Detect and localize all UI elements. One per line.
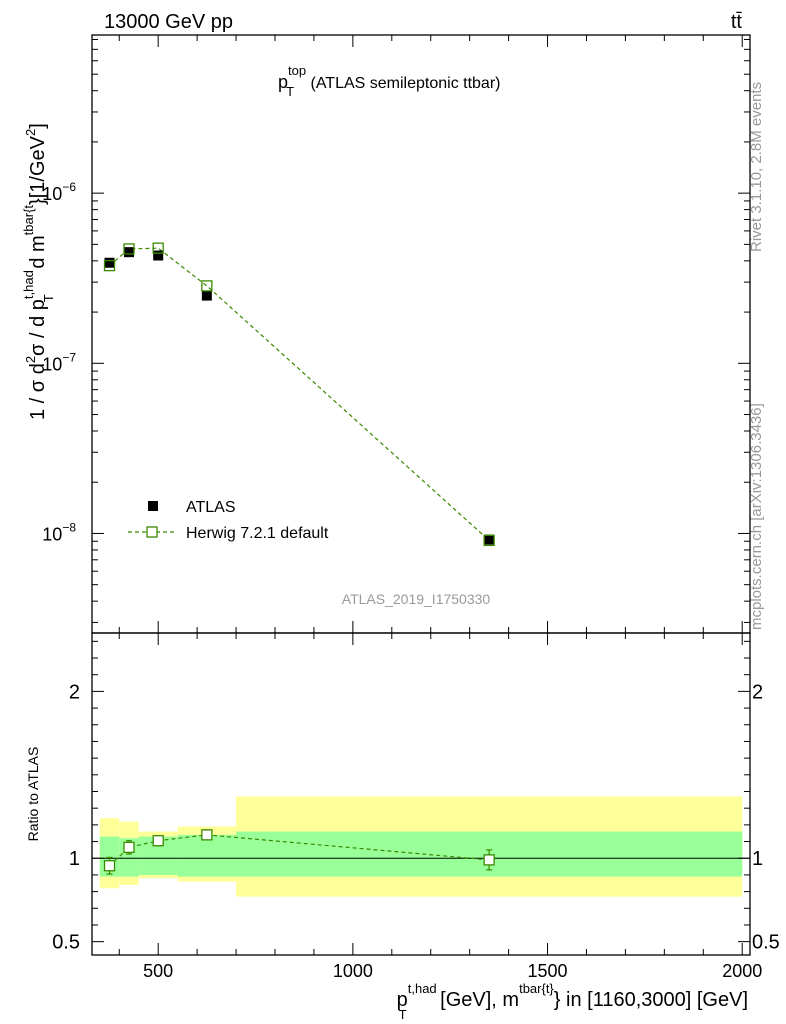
main-axis-ticks [92,35,750,633]
ratio-y-tick-label-right: 0.5 [752,932,780,954]
atlas-data-point [104,257,115,268]
title-sup: top [288,63,306,78]
ratio-y-tick-label-left: 2 [69,681,80,703]
ratio-point [201,829,213,841]
herwig-points [103,242,495,547]
title-rest: (ATLAS semileptonic ttbar) [306,75,500,92]
main-y-tick-labels: 10−8 10−7 10−6 [42,180,76,544]
ratio-panel: 0.5 0.5 1 1 2 2 500 1000 1500 2000 Ratio to ATLA… [25,632,780,1022]
main-y-tick-label: 10−6 [42,180,76,204]
ratio-axis-ticks [92,633,750,955]
ratio-frame [91,632,751,956]
ratio-point [123,841,135,854]
xlabel-p-sup: t,had [408,981,437,996]
x-tick-labels: 500 1000 1500 2000 [143,961,762,981]
ratio-y-tick-label-left: 0.5 [52,932,80,954]
xlabel-m-sup: tbar{t} [519,981,554,996]
ratio-y-tick-label-right: 1 [752,848,763,870]
ratio-y-tick-label-left: 1 [69,848,80,870]
analysis-label: ATLAS_2019_I1750330 [342,591,491,607]
herwig-line [109,247,490,541]
process-label: tt̄ [731,11,743,33]
atlas-data-point [153,250,164,261]
title-sub: T [286,84,294,99]
herwig-point [483,534,495,547]
main-y-tick-label: 10−7 [42,350,76,374]
legend-atlas-marker [148,501,158,511]
atlas-data-point [201,290,212,301]
x-tick-label: 1500 [528,961,568,981]
title-p: p [278,72,288,92]
stat-uncertainty-band [177,834,237,877]
ratio-y-tick-labels: 0.5 0.5 1 1 2 2 [52,681,780,953]
main-frame [91,34,751,634]
main-panel: 10−8 10−7 10−6 ptop T (ATLAS semileptonic t… [21,34,751,634]
mcplots-label: mcplots.cern.ch [arXiv:1306.3436] [748,403,765,630]
uncertainty-bands [99,796,743,897]
x-tick-label: 500 [143,961,173,981]
x-tick-label: 2000 [722,961,762,981]
energy-label: 13000 GeV pp [104,11,233,33]
ratio-points [103,829,495,875]
legend-atlas-label: ATLAS [186,499,236,516]
ratio-point [103,860,116,872]
atlas-data-point [484,534,495,545]
xlabel-p-sub: T [399,1007,407,1022]
herwig-point [123,243,135,255]
ratio-point [483,854,495,866]
x-axis-label: pt,had T [GeV], mtbar{t}} in [1160,3000] … [397,981,748,1022]
ratio-point [152,835,164,847]
xlabel-rest: } in [1160,3000] [GeV] [554,989,748,1011]
x-tick-label: 1000 [333,961,373,981]
legend-herwig-marker [146,526,158,538]
main-y-axis-label: 1 / σ d2σ / d pt,had T d mtbar{t}[1/GeV2] [21,123,56,420]
herwig-point [103,259,116,272]
legend-herwig-label: Herwig 7.2.1 default [186,525,329,542]
herwig-point [201,280,213,292]
main-y-tick-label: 10−8 [42,520,76,544]
plot-title: ptop T (ATLAS semileptonic ttbar) [278,63,500,99]
herwig-dashed-line [109,247,490,541]
ratio-y-tick-label-right: 2 [752,681,763,703]
atlas-data-point [123,247,134,258]
xlabel-mid: [GeV], m [435,989,519,1011]
ratio-y-axis-label: Ratio to ATLAS [25,747,41,842]
atlas-points [104,247,495,545]
rivet-version-label: Rivet 3.1.10, 2.8M events [748,82,765,252]
legend: ATLAS Herwig 7.2.1 default [128,499,329,542]
xlabel-p: p [397,989,408,1011]
herwig-point [152,242,164,254]
